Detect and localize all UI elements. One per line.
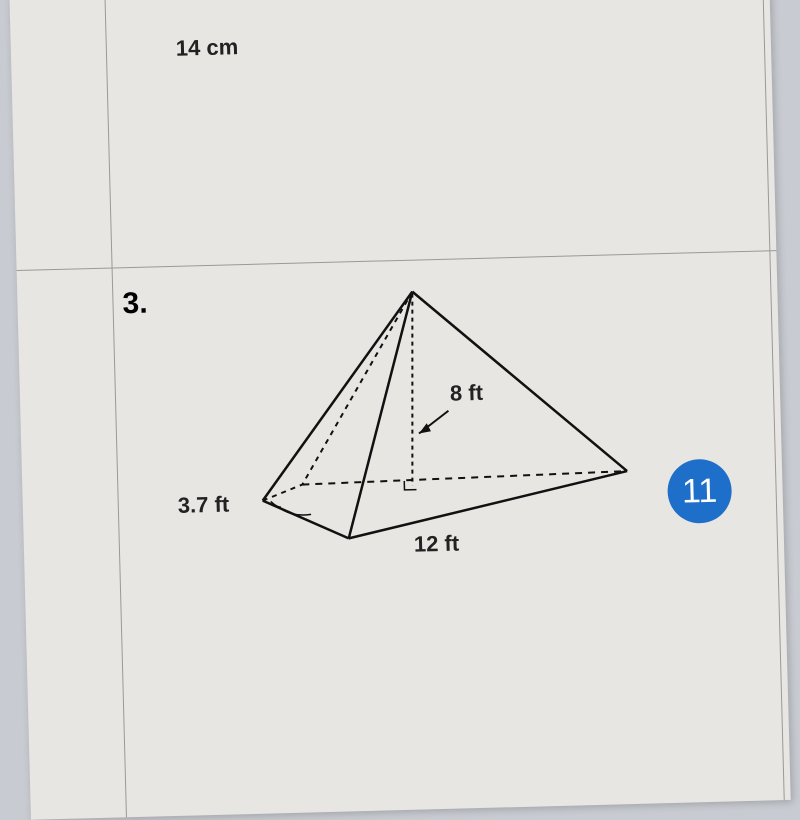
dimension-label-14cm: 14 cm (176, 34, 239, 62)
point-badge-value: 11 (681, 471, 717, 511)
dimension-label-12ft: 12 ft (414, 531, 460, 558)
problem-3-area: 3. (112, 252, 785, 769)
problem-number: 3. (122, 287, 148, 322)
top-problem-area: 14 cm (104, 0, 771, 268)
dimension-label-8ft: 8 ft (450, 380, 484, 407)
worksheet-page: 14 cm 3. (9, 0, 790, 820)
dimension-label-3-7ft: 3.7 ft (177, 492, 229, 519)
pyramid-figure: 8 ft 3.7 ft 12 ft 11 (177, 275, 665, 587)
point-badge: 11 (667, 458, 733, 524)
